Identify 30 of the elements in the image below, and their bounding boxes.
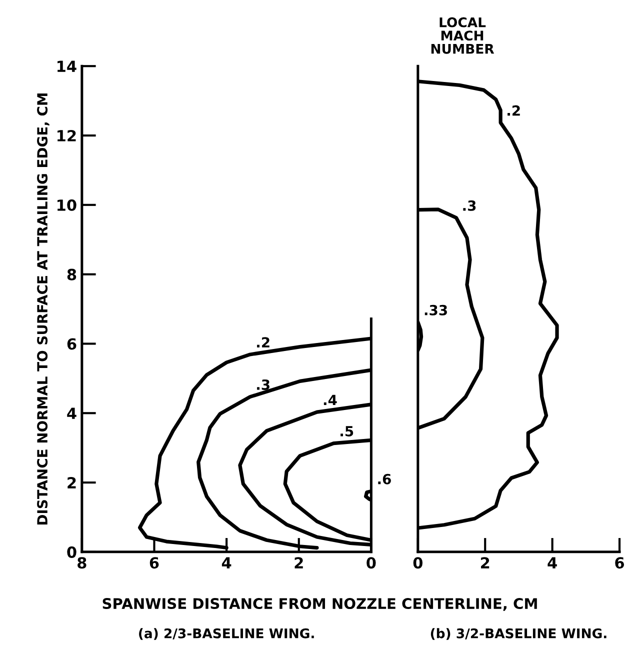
x-tick-label: 2 bbox=[294, 557, 303, 568]
y-tick-label: 0 bbox=[67, 546, 76, 558]
x-tick-label: 8 bbox=[78, 557, 86, 569]
text: LOCAL MACH NUMBER bbox=[431, 17, 494, 54]
series-label: .4 bbox=[324, 394, 337, 406]
y-tick-label: 12 bbox=[58, 130, 76, 142]
y-axis-title: DISTANCE NORMAL TO SURFACE AT TRAILING EDGE, CM bbox=[37, 94, 50, 525]
x-axis-title: SPANWISE DISTANCE FROM NOZZLE CENTERLINE, CM bbox=[102, 598, 537, 611]
y-tick-label: 10 bbox=[58, 199, 76, 211]
text: (a) 2/3-BASELINE WING. bbox=[139, 628, 314, 640]
x-tick-label: 4 bbox=[548, 557, 557, 568]
y-tick-label: 4 bbox=[67, 408, 76, 419]
series-label: .33 bbox=[424, 304, 447, 316]
y-tick-label: 6 bbox=[67, 338, 76, 350]
series-label: .5 bbox=[340, 426, 354, 436]
x-tick-label: 6 bbox=[150, 557, 159, 569]
series-label: .3 bbox=[463, 200, 476, 211]
y-tick-label: 2 bbox=[68, 476, 76, 488]
x-tick-label: 0 bbox=[366, 557, 376, 569]
y-tick-label: 8 bbox=[67, 268, 76, 280]
text: (b) 3/2-BASELINE WING. bbox=[430, 628, 606, 640]
series-label: .2 bbox=[508, 105, 520, 116]
y-tick-label: 14 bbox=[58, 60, 76, 72]
x-tick-label: 4 bbox=[222, 557, 232, 568]
x-tick-label: 0 bbox=[413, 557, 423, 569]
series-label: .6 bbox=[378, 474, 391, 484]
series-label: .2 bbox=[257, 337, 270, 348]
series-label: .3 bbox=[257, 379, 270, 390]
x-tick-label: 6 bbox=[615, 557, 624, 569]
x-tick-label: 2 bbox=[481, 557, 490, 568]
